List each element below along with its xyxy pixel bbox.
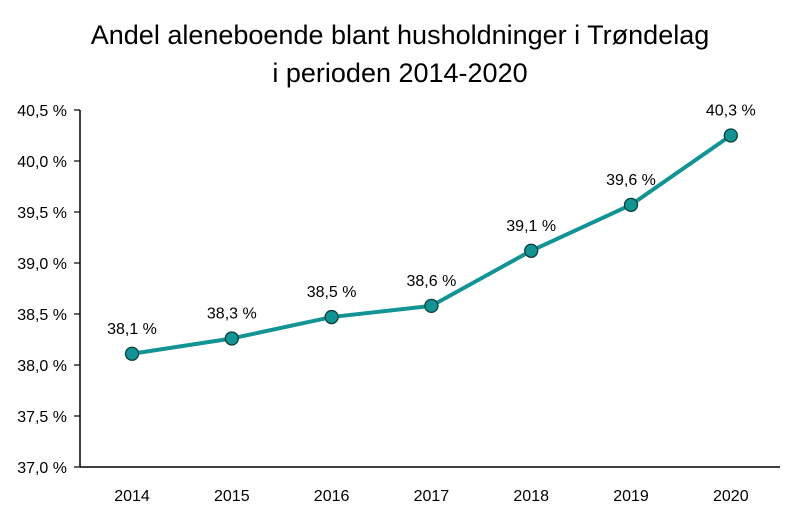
- data-point: [623, 197, 639, 213]
- y-tick-label: 39,0 %: [17, 256, 67, 273]
- data-point: [424, 298, 439, 313]
- y-tick-label: 38,0 %: [17, 358, 67, 375]
- data-label: 39,1 %: [506, 218, 556, 235]
- data-point: [723, 128, 738, 143]
- data-point: [324, 309, 339, 325]
- x-tick-label: 2016: [314, 488, 350, 505]
- data-point: [524, 243, 539, 258]
- x-tick-label: 2015: [214, 488, 250, 505]
- data-point: [224, 331, 239, 346]
- chart-title-line-2: i perioden 2014-2020: [272, 58, 528, 88]
- x-tick-label: 2020: [713, 488, 749, 505]
- x-tick-label: 2018: [513, 488, 549, 505]
- data-label: 38,5 %: [307, 284, 357, 301]
- chart-title-line-1: Andel aleneboende blant husholdninger i …: [90, 20, 710, 50]
- y-tick-label: 37,5 %: [17, 409, 67, 426]
- y-tick-label: 39,5 %: [17, 205, 67, 222]
- x-tick-label: 2017: [414, 488, 450, 505]
- data-label: 40,3 %: [706, 103, 756, 120]
- y-tick-label: 40,5 %: [17, 103, 67, 120]
- y-tick-label: 37,0 %: [17, 460, 67, 477]
- data-point: [124, 346, 140, 361]
- x-tick-label: 2019: [613, 488, 649, 505]
- x-tick-label: 2014: [114, 488, 150, 505]
- y-tick-label: 38,5 %: [17, 307, 67, 324]
- data-label: 38,1 %: [107, 321, 157, 338]
- y-tick-label: 40,0 %: [17, 154, 67, 171]
- data-label: 38,3 %: [207, 305, 257, 322]
- data-label: 39,6 %: [606, 172, 656, 189]
- data-label: 38,6 %: [406, 273, 456, 290]
